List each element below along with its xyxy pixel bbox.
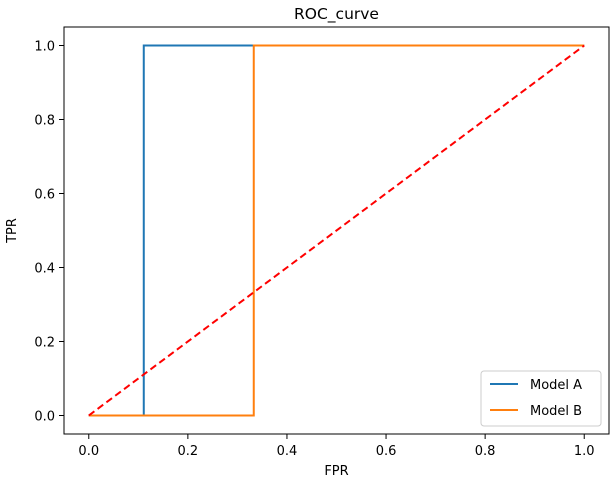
x-tick-label: 0.2 [178, 444, 199, 459]
y-tick-label: 0.0 [34, 410, 55, 425]
x-tick-label: 0.8 [475, 444, 496, 459]
y-axis-label: TPR [5, 218, 20, 244]
plot-frame [63, 26, 610, 435]
y-tick-label: 1.0 [34, 40, 55, 55]
x-tick-label: 1.0 [574, 444, 595, 459]
chart-title: ROC_curve [294, 5, 379, 24]
legend: Model A Model B [480, 370, 602, 427]
y-tick-label: 0.6 [34, 188, 55, 203]
diagonal-reference-line [88, 44, 585, 417]
x-tick-label: 0.4 [277, 444, 298, 459]
x-axis-label: FPR [324, 464, 348, 479]
x-tick-label: 0.0 [78, 444, 99, 459]
legend-label-model-a: Model A [530, 378, 582, 393]
x-axis: 0.0 0.2 0.4 0.6 0.8 1.0 [78, 434, 595, 459]
y-axis: 0.0 0.2 0.4 0.6 0.8 1.0 [34, 40, 64, 425]
series-line-model-b [88, 44, 585, 417]
y-tick-label: 0.4 [34, 262, 55, 277]
x-tick-label: 0.6 [376, 444, 397, 459]
y-tick-label: 0.8 [34, 114, 55, 129]
legend-label-model-b: Model B [530, 404, 582, 419]
y-tick-label: 0.2 [34, 336, 55, 351]
series-layer [88, 44, 585, 417]
